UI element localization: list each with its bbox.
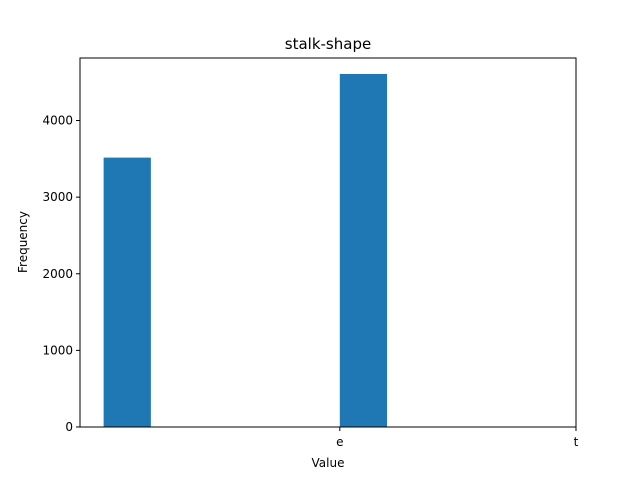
y-axis-label: Frequency — [16, 211, 30, 273]
y-tick-label-0: 0 — [65, 420, 73, 434]
chart-title: stalk-shape — [285, 35, 371, 53]
bars-group — [103, 73, 388, 428]
x-tick-label-0: e — [336, 435, 343, 449]
plot-frame — [79, 57, 577, 428]
y-tick-label-2: 2000 — [42, 267, 73, 281]
x-tick-label-1: t — [574, 435, 579, 449]
bar-0 — [103, 157, 151, 428]
y-tick-label-4: 4000 — [42, 114, 73, 128]
y-tick-label-1: 1000 — [42, 343, 73, 357]
y-tick-label-3: 3000 — [42, 190, 73, 204]
y-ticks-group: 0 1000 2000 3000 4000 — [42, 114, 80, 434]
x-axis-label: Value — [312, 456, 345, 470]
bar-1 — [339, 73, 388, 427]
